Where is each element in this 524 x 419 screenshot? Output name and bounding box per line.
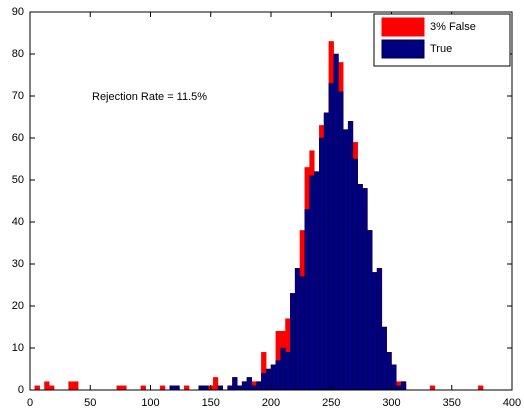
histogram-bar bbox=[174, 385, 180, 391]
histogram-bar bbox=[386, 352, 392, 391]
histogram-bar bbox=[212, 377, 219, 391]
histogram-bar bbox=[280, 347, 286, 391]
histogram-bar bbox=[121, 385, 127, 391]
histogram-bar bbox=[198, 385, 204, 391]
y-tick-label: 90 bbox=[12, 6, 24, 18]
histogram-bar bbox=[333, 53, 339, 391]
legend-label: 3% False bbox=[430, 21, 476, 33]
histogram-bar bbox=[184, 385, 190, 391]
histogram-bar bbox=[285, 352, 291, 391]
histogram-bar bbox=[391, 364, 397, 391]
histogram-bar bbox=[270, 364, 277, 391]
x-tick-label: 200 bbox=[262, 397, 280, 409]
histogram-bar bbox=[203, 385, 209, 391]
y-tick-label: 60 bbox=[12, 132, 24, 144]
histogram-bar bbox=[246, 377, 252, 391]
histogram-bar bbox=[140, 385, 146, 391]
y-tick-label: 80 bbox=[12, 48, 24, 60]
histogram-bar bbox=[159, 385, 166, 391]
x-tick-label: 400 bbox=[503, 397, 521, 409]
histogram-bar bbox=[362, 188, 368, 391]
histogram-bar bbox=[169, 385, 175, 391]
histogram-bar bbox=[68, 381, 74, 391]
histogram-bar bbox=[261, 373, 267, 391]
histogram-bar bbox=[49, 385, 55, 391]
histogram-bar bbox=[241, 381, 248, 391]
y-tick-label: 40 bbox=[12, 216, 24, 228]
y-tick-label: 20 bbox=[12, 300, 24, 312]
histogram-bar bbox=[338, 91, 344, 391]
histogram-bar bbox=[381, 326, 387, 391]
y-tick-label: 10 bbox=[12, 342, 24, 354]
y-tick-label: 70 bbox=[12, 90, 24, 102]
histogram-bar bbox=[309, 175, 315, 391]
legend-swatch bbox=[381, 17, 425, 37]
histogram-bar bbox=[294, 268, 301, 391]
x-tick-label: 300 bbox=[382, 397, 400, 409]
y-tick-label: 50 bbox=[12, 174, 24, 186]
x-tick-label: 350 bbox=[443, 397, 461, 409]
histogram-bar bbox=[251, 385, 257, 391]
x-tick-label: 100 bbox=[141, 397, 159, 409]
histogram-bar bbox=[237, 385, 243, 391]
histogram-bar bbox=[347, 120, 354, 391]
histogram-bar bbox=[396, 385, 402, 391]
annotation: Rejection Rate = 11.5% bbox=[92, 91, 207, 103]
histogram-bar bbox=[256, 381, 262, 391]
histogram-bar bbox=[357, 183, 363, 391]
x-tick-label: 250 bbox=[322, 397, 340, 409]
histogram-bar bbox=[73, 381, 79, 391]
histogram-bar bbox=[265, 368, 272, 391]
histogram-bar bbox=[217, 385, 223, 391]
histogram-bar bbox=[34, 385, 40, 391]
histogram-bar bbox=[299, 276, 305, 391]
histogram-bar bbox=[367, 230, 373, 391]
histogram-bar bbox=[429, 385, 436, 391]
histogram-bar bbox=[275, 360, 281, 391]
histogram-bar bbox=[314, 171, 320, 391]
histogram-bar bbox=[232, 377, 238, 391]
histogram-bar bbox=[323, 112, 330, 391]
histogram-bar bbox=[319, 137, 325, 391]
histogram-bar bbox=[290, 293, 296, 391]
x-tick-label: 150 bbox=[202, 397, 220, 409]
histogram-bar bbox=[44, 381, 50, 391]
histogram-bar bbox=[400, 381, 407, 391]
histogram-bar bbox=[352, 158, 358, 391]
histogram-bar bbox=[376, 268, 383, 391]
histogram-bar bbox=[227, 385, 233, 391]
y-tick-label: 0 bbox=[18, 384, 24, 396]
legend-label: True bbox=[430, 43, 452, 55]
y-tick-label: 30 bbox=[12, 258, 24, 270]
histogram-bar bbox=[304, 209, 310, 391]
x-tick-label: 0 bbox=[27, 397, 33, 409]
plot-area bbox=[30, 12, 512, 390]
histogram-bar bbox=[116, 385, 122, 391]
histogram-bar bbox=[328, 83, 334, 391]
legend-swatch bbox=[381, 39, 425, 59]
histogram-bar bbox=[343, 129, 349, 391]
histogram-bar bbox=[372, 272, 378, 391]
x-tick-label: 50 bbox=[84, 397, 96, 409]
histogram-bar bbox=[478, 385, 484, 391]
